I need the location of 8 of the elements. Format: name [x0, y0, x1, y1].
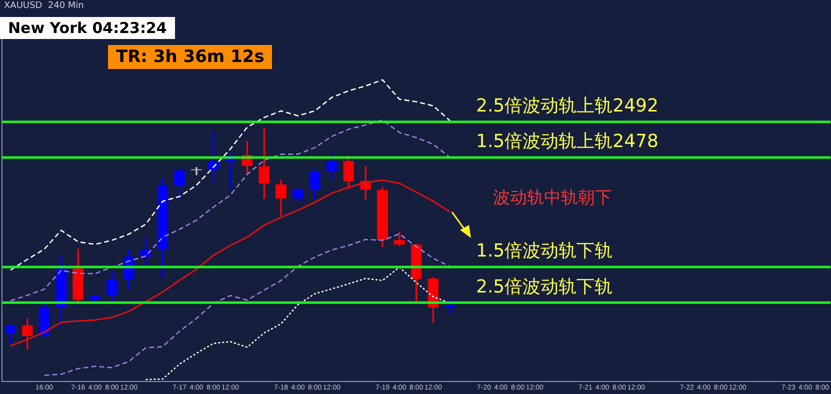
ref-line-label: 1.5倍波动轨上轨2478	[476, 131, 658, 152]
ref-line-label: 2.5倍波动轨下轨	[476, 276, 613, 298]
annotation: TR: 3h 36m 12s	[108, 45, 272, 69]
annotation: 波动轨中轨朝下	[493, 187, 612, 209]
ref-line-label: 2.5倍波动轨上轨2492	[476, 96, 658, 117]
chart-title: XAUUSD 240 Min	[4, 0, 84, 12]
ref-line-label: 1.5倍波动轨下轨	[476, 240, 613, 262]
annotation: New York 04:23:24	[0, 17, 175, 39]
